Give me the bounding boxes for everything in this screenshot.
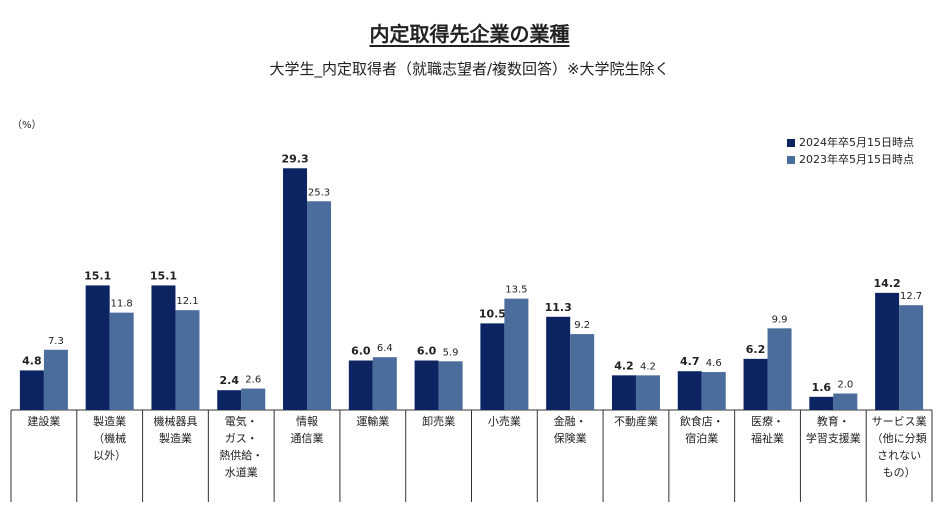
category-label: 教育・ [817,414,850,428]
bar-2023 [175,310,200,410]
category-label: 通信業 [291,432,324,445]
data-label-2024: 6.0 [351,345,371,358]
bar-2024 [480,323,505,410]
category-label: 以外） [93,449,126,462]
category-label: 金融・ [554,414,587,428]
category-label: 不動産業 [614,414,658,428]
data-label-2024: 15.1 [84,269,111,282]
bar-2024 [743,358,768,410]
data-label-2023: 12.1 [176,296,198,307]
category-label: 熱供給・ [219,448,263,462]
category-label: 保険業 [554,431,587,445]
legend-label-2024: 2024年卒5月15日時点 [799,136,914,149]
bar-2023 [833,393,858,410]
legend-swatch-2024 [787,138,795,147]
data-label-2024: 11.3 [545,301,572,314]
category-label: されない [877,449,921,462]
data-label-2023: 5.9 [443,347,459,358]
data-label-2024: 2.4 [220,374,240,387]
data-label-2024: 1.6 [812,381,832,394]
data-label-2023: 9.9 [772,314,788,325]
bar-2024 [414,360,439,410]
bar-2023 [438,361,463,410]
category-label: 学習支援業 [806,431,861,445]
category-label: （機械 [93,431,126,445]
bar-2024 [283,168,308,410]
legend: 2024年卒5月15日時点 2023年卒5月15日時点 [787,134,914,168]
category-label: 飲食店・ [680,414,724,428]
data-label-2024: 4.2 [614,359,634,372]
category-label: 宿泊業 [685,431,718,445]
data-label-2024: 4.7 [680,355,700,368]
bar-2023 [701,372,726,410]
data-label-2023: 7.3 [48,336,64,347]
category-label: 水道業 [225,465,258,479]
bar-2024 [809,396,834,410]
data-label-2023: 4.2 [640,361,656,372]
bar-2024 [348,360,373,410]
category-label: 運輸業 [356,414,389,428]
bar-2024 [151,285,176,410]
data-label-2023: 12.7 [900,291,922,302]
bar-2023 [372,357,397,410]
bar-2024 [875,292,900,410]
category-label: （他に分類 [872,432,927,445]
bar-2023 [767,328,792,410]
data-label-2024: 10.5 [479,307,506,320]
data-label-2023: 2.0 [837,380,853,391]
bar-2023 [109,312,134,410]
chart-subtitle: 大学生_内定取得者（就職志望者/複数回答）※大学院生除く [269,60,670,78]
legend-label-2023: 2023年卒5月15日時点 [799,153,914,166]
legend-swatch-2023 [787,155,795,164]
category-label: 電気・ [225,414,258,428]
category-label: 卸売業 [422,414,455,428]
data-label-2023: 4.6 [706,358,722,369]
bar-2023 [43,349,68,410]
bar-2023 [307,201,332,410]
bar-2023 [899,305,924,410]
category-label: サービス業 [872,415,927,428]
category-label: 製造業 [159,431,192,445]
data-label-2023: 2.6 [245,375,261,386]
legend-item-2023: 2023年卒5月15日時点 [787,151,914,168]
bar-2024 [611,375,636,410]
data-label-2024: 6.2 [746,343,766,356]
category-label: 製造業 [93,414,126,428]
chart-title: 内定取得先企業の業種 [369,22,570,46]
data-label-2023: 25.3 [308,187,330,198]
category-label: 情報 [296,415,318,428]
bar-2023 [635,375,660,410]
category-label: もの） [883,466,916,479]
bar-2023 [241,388,266,410]
data-label-2023: 6.4 [377,343,393,354]
category-label: 小売業 [488,415,521,428]
category-label: 建設業 [27,414,60,428]
bar-2024 [217,390,242,410]
bar-2023 [570,334,595,410]
data-label-2023: 9.2 [574,320,590,331]
bar-2024 [677,371,702,410]
data-label-2023: 11.8 [111,299,133,310]
category-label: 福祉業 [751,431,784,445]
category-label: 医療・ [751,414,784,428]
data-label-2024: 6.0 [417,345,437,358]
data-label-2024: 15.1 [150,269,177,282]
data-label-2024: 14.2 [874,277,901,290]
unit-label: （%） [12,120,42,131]
category-label: 機械器具 [153,414,197,428]
bar-2023 [504,298,529,410]
category-label: ガス・ [225,432,258,445]
bar-2024 [85,285,110,410]
bar-2024 [546,316,571,410]
data-label-2024: 4.8 [22,354,42,367]
data-label-2024: 29.3 [281,152,308,165]
legend-item-2024: 2024年卒5月15日時点 [787,134,914,151]
data-label-2023: 13.5 [505,285,527,296]
bar-2024 [19,370,44,410]
